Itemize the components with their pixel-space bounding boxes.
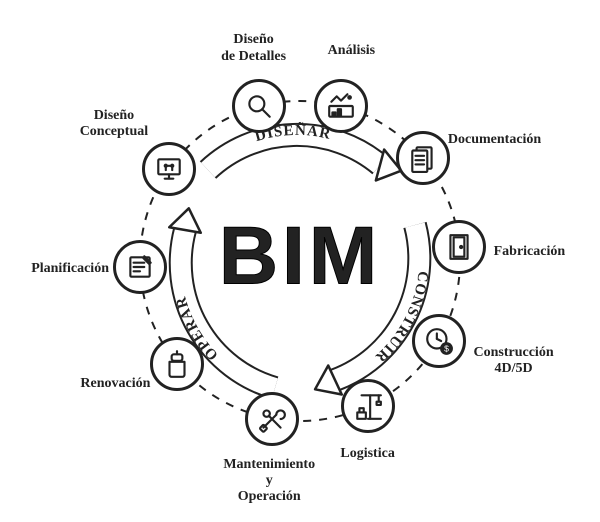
bim-lifecycle-diagram: DISEÑAR CONSTRUIR OPERAR BIM $ Diseño de… [0,0,600,522]
node-documentacion [396,131,450,185]
monitor-icon [154,154,184,184]
label-construccion-4d5d: Construcción 4D/5D [474,345,554,377]
node-diseno-detalles [232,79,286,133]
clock-money-icon: $ [424,326,454,356]
label-fabricacion: Fabricación [494,244,566,260]
tools-icon [257,404,287,434]
label-mantenimiento: Mantenimiento y Operación [223,456,315,504]
note-icon [125,252,155,282]
label-planificacion: Planificación [31,261,109,277]
crane-icon [353,391,383,421]
label-diseno-conceptual: Diseño Conceptual [80,108,148,140]
label-analisis: Análisis [328,43,375,59]
node-fabricacion [432,220,486,274]
documents-icon [408,143,438,173]
node-construccion-4d5d: $ [412,314,466,368]
door-icon [444,232,474,262]
label-diseno-detalles: Diseño de Detalles [221,32,286,64]
node-renovacion [150,337,204,391]
magnifier-icon [244,91,274,121]
node-planificacion [113,240,167,294]
center-title: BIM [219,209,381,303]
node-mantenimiento [245,392,299,446]
label-documentacion: Documentación [448,132,541,148]
label-logistica: Logistica [340,446,394,462]
node-analisis [314,79,368,133]
svg-text:$: $ [444,344,449,354]
node-diseno-conceptual [142,142,196,196]
analytics-icon [326,91,356,121]
node-logistica [341,379,395,433]
label-renovacion: Renovación [80,376,150,392]
paint-icon [162,349,192,379]
